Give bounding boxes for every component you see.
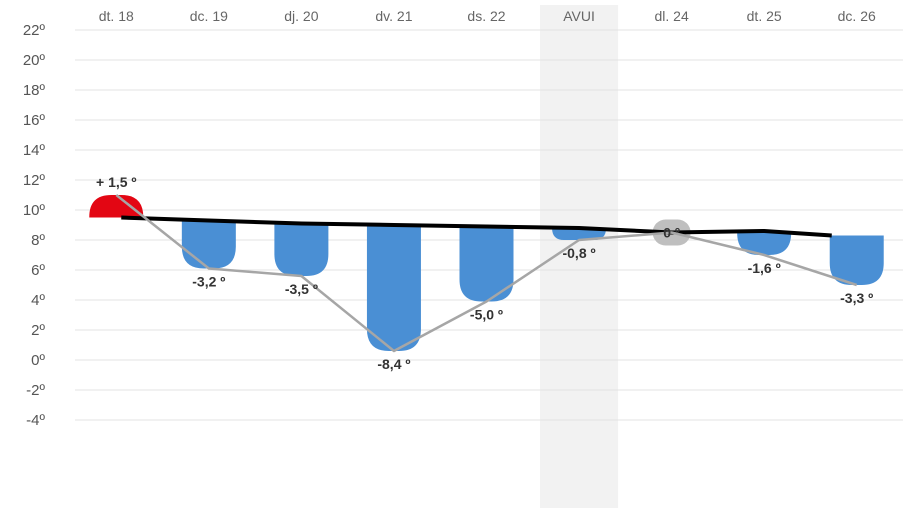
y-tick-label: 18º (23, 82, 46, 99)
y-tick-label: 2º (31, 322, 45, 339)
anomaly-label: -3,5 º (285, 281, 318, 297)
anomaly-bars (89, 195, 884, 351)
y-tick-label: 6º (31, 262, 45, 279)
anomaly-bar-negative (459, 226, 514, 302)
x-tick-label: dc. 19 (190, 8, 228, 24)
y-tick-label: -4º (26, 412, 45, 429)
x-tick-label: dc. 26 (838, 8, 876, 24)
y-tick-label: 22º (23, 22, 46, 39)
anomaly-bar-negative (366, 225, 421, 351)
anomaly-label: -3,2 º (192, 274, 225, 290)
anomaly-label: -5,0 º (470, 307, 503, 323)
y-tick-label: 4º (31, 292, 45, 309)
y-tick-label: 0º (31, 352, 45, 369)
y-axis: 22º 20º 18º 16º 14º 12º 10º 8º 6º 4º 2º 0º -2º -4º (23, 22, 46, 429)
x-tick-label: ds. 22 (467, 8, 505, 24)
x-tick-label: dl. 24 (654, 8, 688, 24)
y-tick-label: 20º (23, 52, 46, 69)
anomaly-bar-negative (181, 220, 236, 269)
anomaly-bar-negative (274, 223, 329, 276)
x-tick-label: dt. 18 (99, 8, 134, 24)
y-tick-label: 14º (23, 142, 46, 159)
x-tick-label: dv. 21 (375, 8, 412, 24)
x-tick-label: dt. 25 (747, 8, 782, 24)
y-tick-label: -2º (26, 382, 45, 399)
anomaly-label: 0 º (663, 225, 680, 241)
anomaly-bar-negative (552, 228, 607, 240)
actual-temperature-line (115, 194, 858, 353)
y-tick-label: 10º (23, 202, 46, 219)
anomaly-label: -1,6 º (748, 260, 781, 276)
y-tick-label: 12º (23, 172, 46, 189)
anomaly-label: -8,4 º (377, 356, 410, 372)
anomaly-bar-negative (737, 231, 792, 255)
anomaly-label: -3,3 º (840, 290, 873, 306)
x-tick-label: AVUI (563, 8, 595, 24)
normal-temperature-line (121, 215, 832, 238)
lines-layer (115, 194, 858, 353)
anomaly-label: -0,8 º (562, 245, 595, 261)
x-axis: dt. 18 dc. 19 dj. 20 dv. 21 ds. 22 AVUI dl. 24… (99, 8, 876, 24)
y-tick-label: 8º (31, 232, 45, 249)
anomaly-bar-positive (89, 195, 144, 218)
anomaly-label: + 1,5 º (96, 174, 137, 190)
y-tick-label: 16º (23, 112, 46, 129)
anomaly-labels: + 1,5 º -3,2 º -3,5 º -8,4 º -5,0 º -0,8 º 0 º… (96, 174, 873, 372)
anomaly-bar-negative (829, 235, 884, 285)
x-tick-label: dj. 20 (284, 8, 318, 24)
